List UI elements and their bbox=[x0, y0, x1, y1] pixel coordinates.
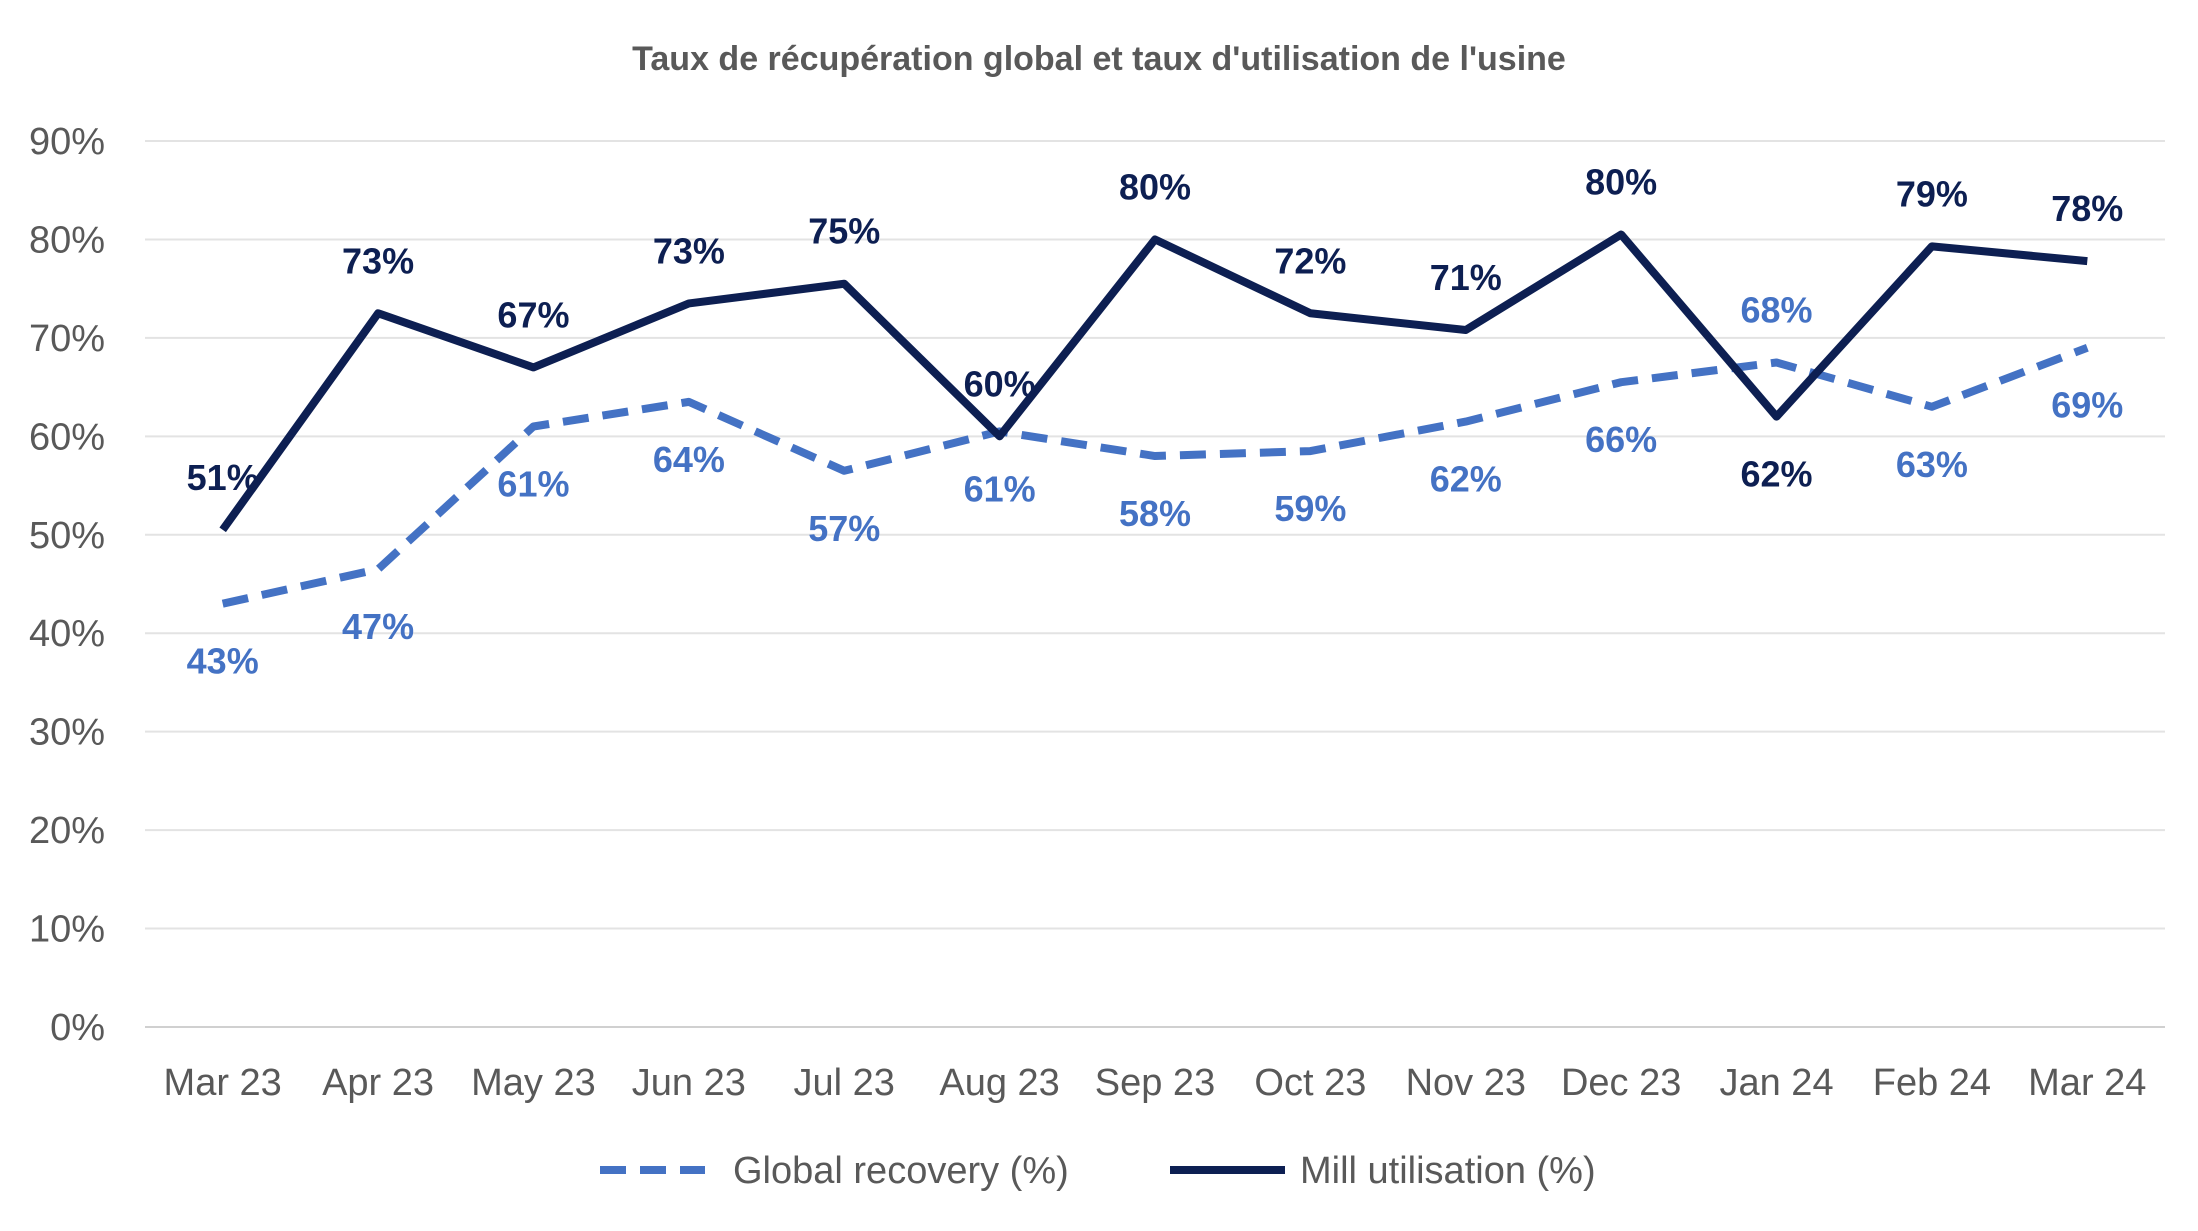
data-labels: 43% 47% 61% 64% 57% 61% 58% 59% 62% 66% 68% 63% 69% 5… bbox=[187, 162, 2124, 682]
mill-utilisation-data-label: 73% bbox=[653, 230, 725, 271]
x-tick-label: Mar 23 bbox=[164, 1062, 282, 1104]
x-tick-label: Aug 23 bbox=[939, 1062, 1059, 1104]
x-tick-label: Feb 24 bbox=[1873, 1062, 1991, 1104]
x-tick-label: Sep 23 bbox=[1095, 1062, 1215, 1104]
y-tick-label: 50% bbox=[29, 515, 105, 557]
global-recovery-data-label: 59% bbox=[1274, 488, 1346, 529]
global-recovery-data-label: 66% bbox=[1585, 419, 1657, 460]
x-tick-label: Jan 24 bbox=[1719, 1062, 1833, 1104]
global-recovery-data-label: 43% bbox=[187, 641, 259, 682]
legend-label: Global recovery (%) bbox=[733, 1150, 1069, 1192]
y-tick-label: 90% bbox=[29, 121, 105, 163]
x-tick-label: Nov 23 bbox=[1406, 1062, 1526, 1104]
legend: Global recovery (%) Mill utilisation (%) bbox=[600, 1150, 1596, 1192]
chart-title: Taux de récupération global et taux d'ut… bbox=[632, 40, 1566, 78]
global-recovery-data-label: 58% bbox=[1119, 493, 1191, 534]
y-tick-label: 30% bbox=[29, 712, 105, 754]
mill-utilisation-data-label: 60% bbox=[964, 363, 1036, 404]
global-recovery-data-label: 62% bbox=[1430, 459, 1502, 500]
legend-label: Mill utilisation (%) bbox=[1300, 1150, 1596, 1192]
global-recovery-data-label: 47% bbox=[342, 606, 414, 647]
x-tick-label: Jun 23 bbox=[632, 1062, 746, 1104]
global-recovery-data-label: 61% bbox=[497, 463, 569, 504]
mill-utilisation-data-label: 62% bbox=[1741, 454, 1813, 495]
y-axis: 0% 10% 20% 30% 40% 50% 60% 70% 80% 90% bbox=[29, 121, 105, 1049]
global-recovery-line bbox=[221, 343, 2089, 608]
y-tick-label: 70% bbox=[29, 318, 105, 360]
x-tick-label: Jul 23 bbox=[794, 1062, 895, 1104]
x-axis: Mar 23 Apr 23 May 23 Jun 23 Jul 23 Aug 23 Sep … bbox=[164, 1062, 2147, 1104]
y-tick-label: 20% bbox=[29, 810, 105, 852]
global-recovery-data-label: 57% bbox=[808, 508, 880, 549]
x-tick-label: May 23 bbox=[471, 1062, 596, 1104]
global-recovery-data-label: 63% bbox=[1896, 444, 1968, 485]
global-recovery-data-label: 68% bbox=[1741, 290, 1813, 331]
mill-utilisation-line bbox=[219, 230, 2088, 533]
mill-utilisation-data-label: 51% bbox=[187, 457, 259, 498]
mill-utilisation-data-label: 71% bbox=[1430, 257, 1502, 298]
y-tick-label: 10% bbox=[29, 909, 105, 951]
mill-utilisation-data-label: 75% bbox=[808, 211, 880, 252]
y-tick-label: 0% bbox=[50, 1007, 105, 1049]
mill-utilisation-data-label: 72% bbox=[1274, 240, 1346, 281]
global-recovery-data-label: 61% bbox=[964, 468, 1036, 509]
y-tick-label: 40% bbox=[29, 613, 105, 655]
series-lines bbox=[219, 230, 2089, 608]
x-tick-label: Apr 23 bbox=[322, 1062, 434, 1104]
mill-utilisation-data-label: 80% bbox=[1585, 162, 1657, 203]
mill-utilisation-data-label: 79% bbox=[1896, 173, 1968, 214]
gridlines bbox=[145, 140, 2165, 1028]
y-tick-label: 80% bbox=[29, 219, 105, 261]
x-tick-label: Dec 23 bbox=[1561, 1062, 1681, 1104]
x-tick-label: Mar 24 bbox=[2028, 1062, 2146, 1104]
mill-utilisation-data-label: 73% bbox=[342, 240, 414, 281]
x-tick-label: Oct 23 bbox=[1254, 1062, 1366, 1104]
global-recovery-data-label: 69% bbox=[2051, 385, 2123, 426]
global-recovery-data-label: 64% bbox=[653, 439, 725, 480]
mill-utilisation-data-label: 78% bbox=[2051, 188, 2123, 229]
y-tick-label: 60% bbox=[29, 416, 105, 458]
mill-utilisation-data-label: 67% bbox=[497, 294, 569, 335]
mill-utilisation-data-label: 80% bbox=[1119, 166, 1191, 207]
